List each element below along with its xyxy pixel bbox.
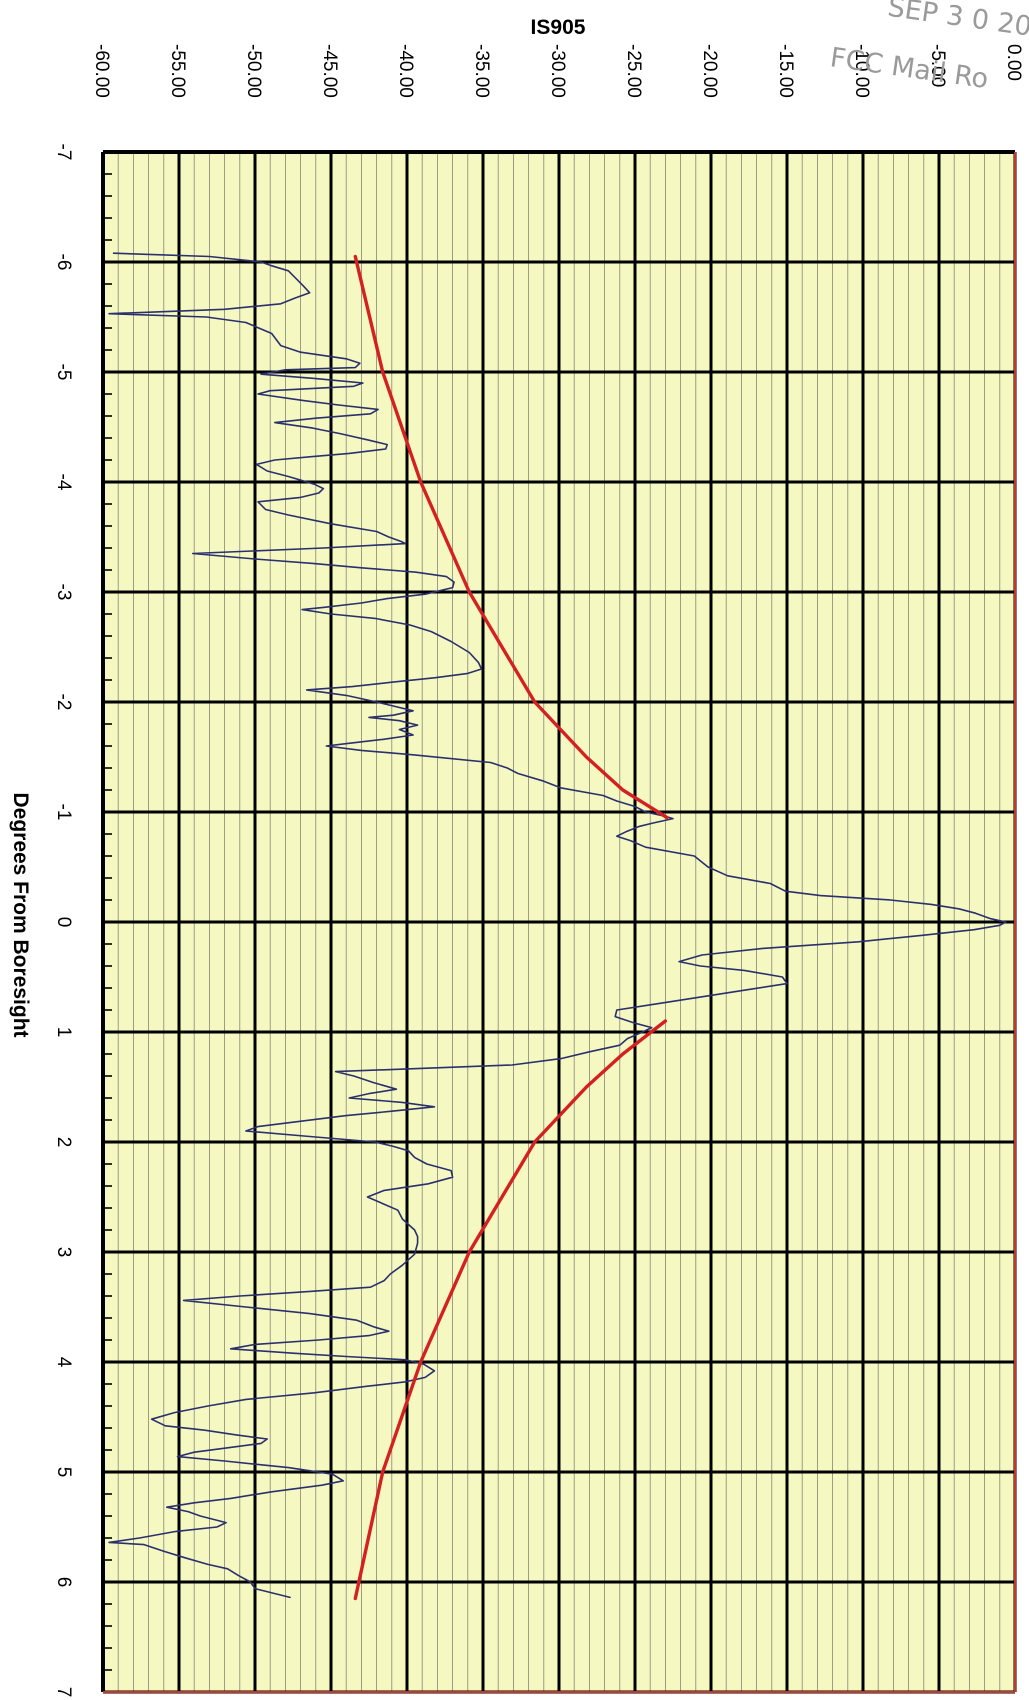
x-tick-label: -3 <box>53 584 74 601</box>
x-tick-label: -4 <box>53 474 74 491</box>
y-tick-label: -35.00 <box>471 44 492 98</box>
x-tick-label: -6 <box>53 254 74 271</box>
series-line-1 <box>353 254 669 820</box>
y-tick-label: -20.00 <box>699 44 720 98</box>
x-tick-label: 3 <box>53 1247 74 1258</box>
y-tick-label: -40.00 <box>395 44 416 98</box>
y-tick-label: -30.00 <box>547 44 568 98</box>
x-tick-label: 0 <box>53 917 74 928</box>
x-tick-label: -2 <box>53 694 74 711</box>
plot-frame <box>101 150 1016 1693</box>
series-layer <box>108 252 1007 1601</box>
y-tick-label: -10.00 <box>851 44 872 98</box>
x-tick-label: 4 <box>53 1357 74 1368</box>
stamp-date: SEP 3 0 20 <box>886 0 1029 43</box>
x-tick-label: 2 <box>53 1137 74 1148</box>
series-line-0 <box>108 252 1007 1599</box>
chart-title: IS905 <box>531 16 586 39</box>
x-tick-label: -1 <box>53 804 74 821</box>
x-tick-label: 7 <box>53 1687 74 1698</box>
y-tick-label: -50.00 <box>243 44 264 98</box>
y-tick-label: 0.00 <box>1003 44 1024 81</box>
x-axis-title: Degrees From Boresight <box>9 792 32 1037</box>
tick-labels: -60.00 -55.00 -50.00 -45.00 -40.00 -35.00 -30.… <box>53 44 1024 1697</box>
y-tick-label: -5.00 <box>927 44 948 87</box>
x-tick-label: -7 <box>53 144 74 161</box>
series-line-2 <box>353 1019 668 1601</box>
x-tick-label: -5 <box>53 364 74 381</box>
x-tick-label: 1 <box>53 1027 74 1038</box>
y-tick-label: -60.00 <box>91 44 112 98</box>
y-tick-label: -25.00 <box>623 44 644 98</box>
x-tick-label: 5 <box>53 1467 74 1478</box>
x-tick-label: 6 <box>53 1577 74 1588</box>
y-tick-label: -45.00 <box>319 44 340 98</box>
y-tick-label: -15.00 <box>775 44 796 98</box>
y-tick-label: -55.00 <box>167 44 188 98</box>
